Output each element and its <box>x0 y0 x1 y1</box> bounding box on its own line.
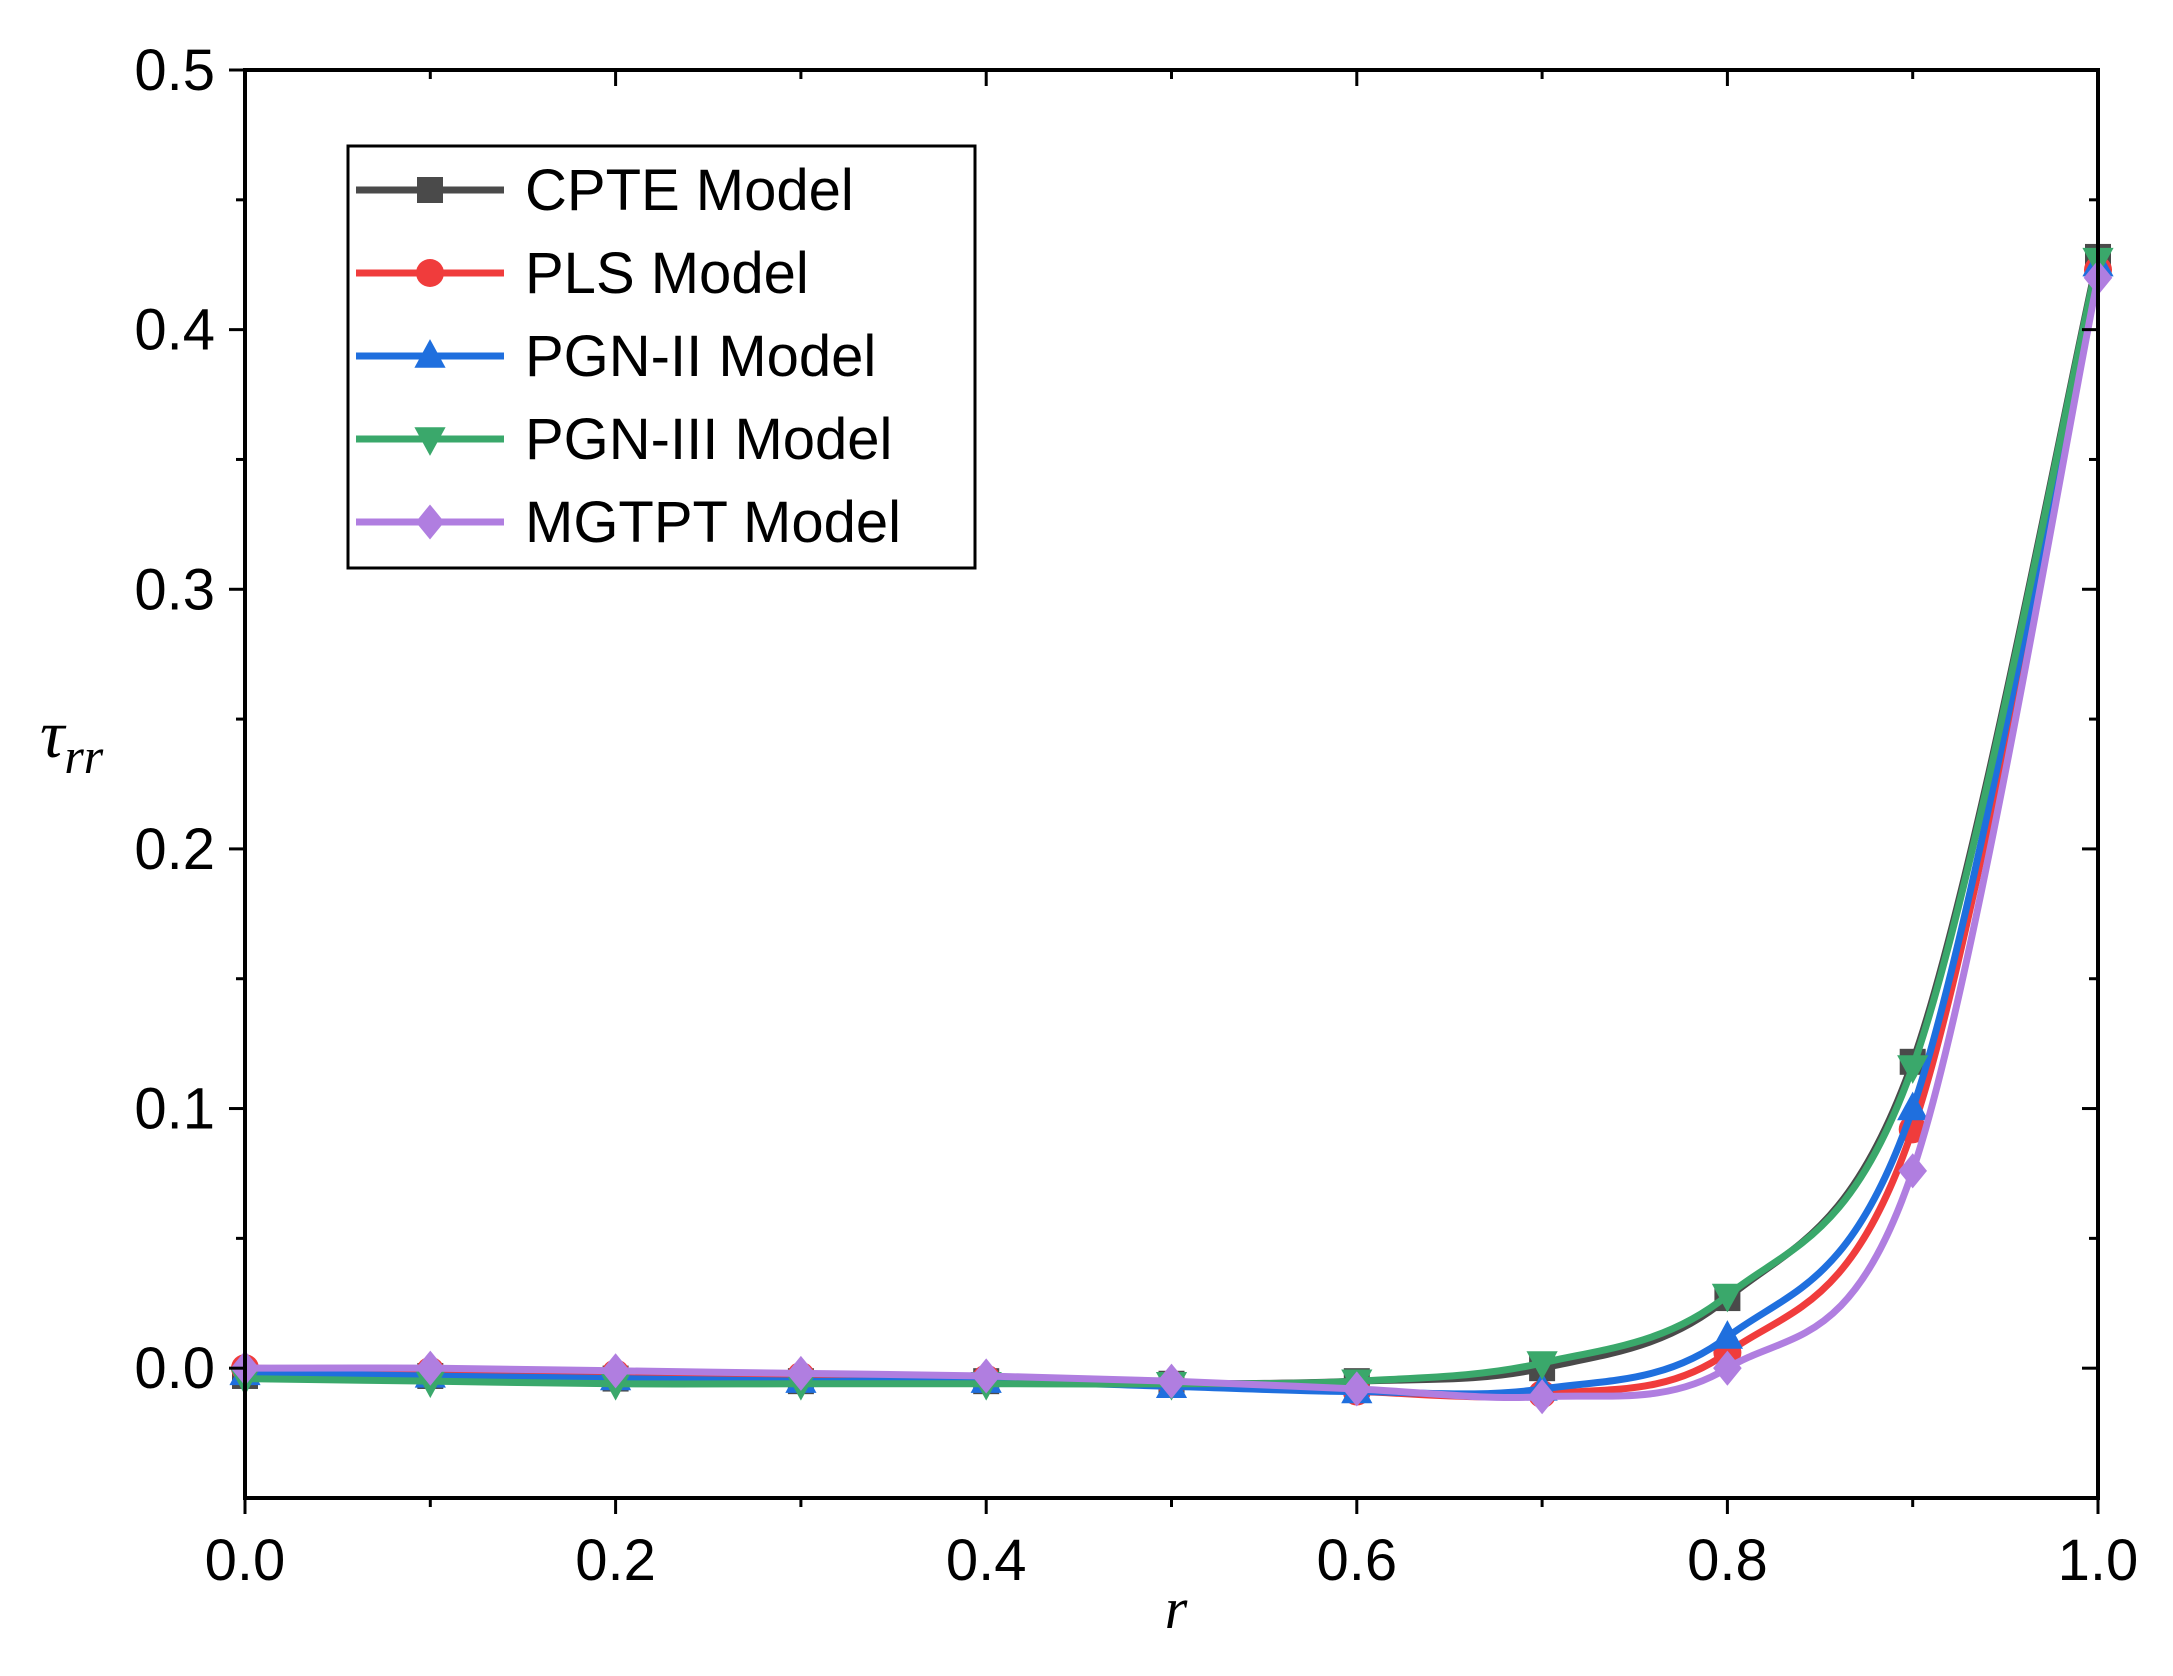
legend-marker-cpte-model <box>417 177 443 203</box>
y-tick-label: 0.0 <box>134 1336 215 1401</box>
legend-label: MGTPT Model <box>525 490 901 555</box>
x-tick-label: 0.0 <box>205 1528 286 1593</box>
legend-label: PGN-II Model <box>525 324 876 389</box>
data-point-pgn-ii-model <box>1711 1320 1743 1349</box>
legend-label: CPTE Model <box>525 158 854 223</box>
x-axis-title: r <box>1165 1576 1188 1641</box>
data-point-pgn-iii-model <box>1526 1351 1558 1380</box>
y-tick-label: 0.3 <box>134 557 215 622</box>
legend-label: PLS Model <box>525 241 809 306</box>
y-tick-label: 0.1 <box>134 1077 215 1142</box>
legend: CPTE Model PLS Model PGN-II Model PGN-III M… <box>346 144 977 570</box>
data-point-mgtpt-model <box>971 1358 1001 1394</box>
x-tick-label: 0.8 <box>1687 1528 1768 1593</box>
legend-marker-pgn-iii-model <box>414 427 446 456</box>
x-tick-label: 0.2 <box>575 1528 656 1593</box>
legend-item-pls-model: PLS Model <box>356 241 809 306</box>
data-point-mgtpt-model <box>1342 1371 1372 1407</box>
legend-item-mgtpt-model: MGTPT Model <box>356 490 901 555</box>
data-point-mgtpt-model <box>1157 1363 1186 1399</box>
legend-marker-pgn-ii-model <box>414 339 446 368</box>
legend-item-pgn-ii-model: PGN-II Model <box>356 324 876 389</box>
series-mgtpt-model <box>230 260 2113 1415</box>
data-point-mgtpt-model <box>786 1355 816 1391</box>
data-point-mgtpt-model <box>601 1353 630 1389</box>
data-point-pgn-iii-model <box>1897 1055 1929 1084</box>
x-tick-label: 0.4 <box>946 1528 1027 1593</box>
data-point-mgtpt-model <box>1713 1350 1742 1386</box>
data-point-mgtpt-model <box>416 1350 445 1386</box>
ticks-layer: 0.0 0.2 0.4 0.6 0.8 1.0 0.0 0.1 0.2 0.3 0.4 0.5 <box>134 38 2138 1593</box>
data-point-mgtpt-model <box>1527 1379 1557 1415</box>
x-tick-label: 0.6 <box>1316 1528 1397 1593</box>
data-point-pgn-iii-model <box>1711 1283 1743 1313</box>
data-point-pgn-ii-model <box>1897 1091 1929 1121</box>
legend-marker-mgtpt-model <box>415 504 445 540</box>
legend-item-pgn-iii-model: PGN-III Model <box>356 407 892 472</box>
y-tick-label: 0.4 <box>134 298 215 363</box>
legend-label: PGN-III Model <box>525 407 892 472</box>
series-layer <box>229 243 2114 1415</box>
legend-marker-pls-model <box>416 259 444 287</box>
data-point-mgtpt-model <box>1898 1153 1927 1189</box>
y-tick-label: 0.5 <box>134 38 215 103</box>
legend-item-cpte-model: CPTE Model <box>356 158 854 223</box>
y-axis-title: τrr <box>40 696 104 784</box>
y-tick-label: 0.2 <box>134 817 215 882</box>
x-tick-label: 1.0 <box>2058 1528 2139 1593</box>
